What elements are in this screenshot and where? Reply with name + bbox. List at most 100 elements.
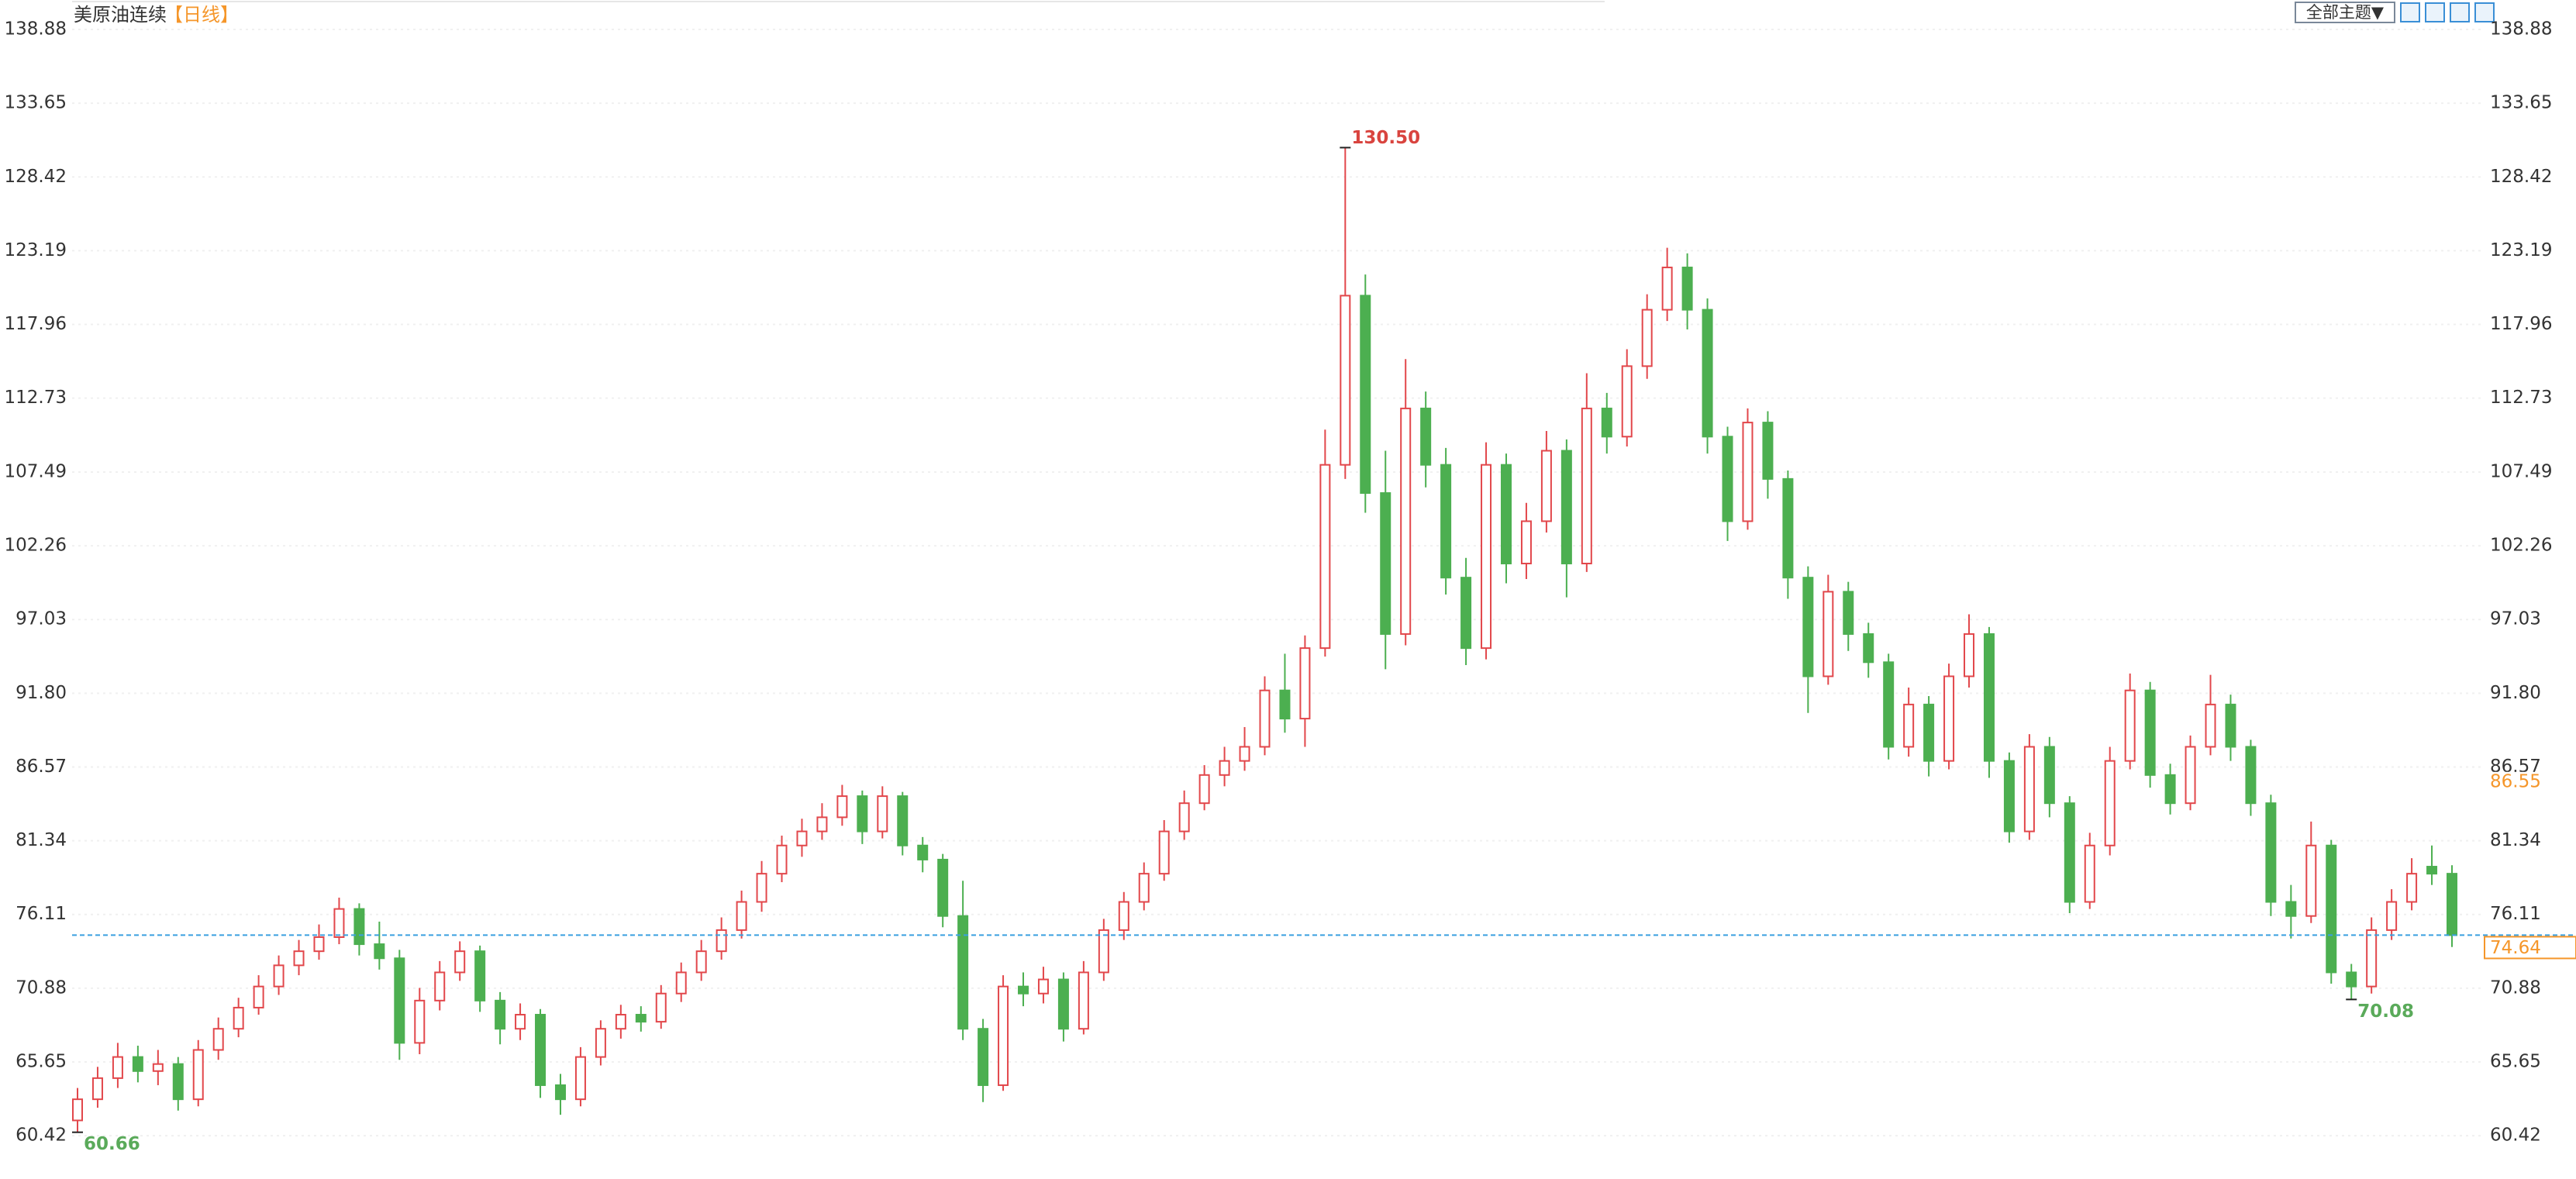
candle-body [2225, 703, 2236, 748]
candle-body [353, 908, 365, 946]
candle-body [1380, 492, 1391, 635]
theme-button[interactable] [2295, 2, 2395, 23]
y-tick-label: 123.19 [5, 240, 67, 260]
candle-body [1460, 577, 1472, 650]
candle-body [1037, 978, 1049, 995]
candle-body [1883, 661, 1895, 748]
toolbar[interactable]: 全部主题▼ [2295, 2, 2495, 23]
candle-body [1481, 464, 1492, 650]
y-tick-label-right: 112.73 [2490, 388, 2552, 408]
tool-icon[interactable] [2474, 2, 2495, 22]
tool-icon[interactable] [2400, 2, 2420, 22]
candle-body [1319, 464, 1331, 650]
reference-price-bg [2485, 771, 2570, 792]
candle-body [1903, 703, 1915, 748]
candle-body [313, 936, 325, 953]
y-tick-label-right: 65.65 [2490, 1051, 2541, 1071]
last-price-box [2484, 936, 2576, 960]
y-tick-label-right: 60.42 [2490, 1126, 2541, 1146]
y-tick-label-right: 70.88 [2490, 977, 2541, 998]
tool-icon[interactable] [2450, 2, 2470, 22]
candle-body [2305, 844, 2317, 917]
candle-body [816, 816, 828, 833]
candle-body [414, 999, 426, 1044]
candle-body [2043, 746, 2055, 805]
y-tick-label: 133.65 [5, 93, 67, 113]
y-tick-label: 102.26 [5, 536, 67, 556]
candle-body [2124, 689, 2136, 762]
y-tick-label: 138.88 [5, 19, 67, 40]
y-tick-label: 117.96 [5, 314, 67, 334]
candle-body [2285, 901, 2297, 917]
y-tick-label: 128.42 [5, 167, 67, 187]
y-tick-label-right: 123.19 [2490, 240, 2552, 260]
candle-body [2265, 802, 2277, 903]
candle-body [1400, 407, 1412, 635]
candle-body [1500, 464, 1512, 564]
candle-body [515, 1014, 526, 1030]
candle-body [917, 844, 929, 860]
candle-body [253, 985, 264, 1008]
candle-body [1601, 407, 1612, 438]
candle-body [574, 1056, 586, 1101]
y-tick-label: 107.49 [5, 461, 67, 481]
y-tick-label-right: 81.34 [2490, 830, 2541, 850]
y-tick-label-right: 102.26 [2490, 536, 2552, 556]
candle-body [2447, 873, 2457, 936]
candle-body [333, 908, 345, 938]
candle-body [1520, 520, 1532, 564]
candle-body [535, 1014, 547, 1086]
candle-body [91, 1077, 103, 1101]
candle-body [293, 950, 305, 967]
candle-body [978, 1028, 989, 1086]
candle-body [796, 830, 808, 846]
candle-body [2104, 760, 2116, 846]
extreme-label: 70.08 [2357, 1001, 2414, 1022]
candle-body [635, 1014, 647, 1023]
y-tick-label: 91.80 [16, 683, 67, 703]
candle-body [1360, 295, 1371, 495]
candle-body [1299, 647, 1311, 720]
candle-body [1661, 267, 1673, 311]
candle-body [595, 1028, 606, 1058]
candle-body [1742, 422, 1754, 522]
candle-body [857, 795, 868, 833]
y-tick-label: 70.88 [16, 977, 67, 998]
candle-body [434, 971, 446, 1001]
y-tick-label: 65.65 [16, 1051, 67, 1071]
candle-body [192, 1049, 204, 1101]
y-tick-label-right: 117.96 [2490, 314, 2552, 334]
candle-body [1259, 689, 1271, 748]
candle-body [2185, 746, 2196, 805]
candle-body [1621, 365, 1633, 438]
tool-icon[interactable] [2425, 2, 2445, 22]
candle-body [1923, 703, 1935, 762]
candle-body [374, 943, 385, 960]
y-tick-label-right: 138.88 [2490, 19, 2552, 40]
candle-body [1983, 633, 1995, 762]
candle-body [495, 999, 506, 1030]
candle-body [1762, 422, 1774, 480]
candle-body [937, 858, 949, 917]
y-tick-label: 60.42 [16, 1126, 67, 1146]
candle-body [2144, 689, 2156, 776]
candle-body [998, 985, 1009, 1086]
candle-body [1863, 633, 1874, 664]
candle-body [394, 957, 405, 1044]
candle-body [2326, 844, 2337, 974]
candle-body [776, 844, 788, 875]
candle-body [615, 1014, 626, 1030]
candle-body [1823, 591, 1834, 677]
candle-body [72, 1098, 83, 1122]
candle-body [1782, 477, 1794, 579]
candle-body [1802, 577, 1814, 677]
candle-body [1098, 929, 1109, 974]
candle-body [2084, 844, 2095, 903]
theme-button-label[interactable]: 全部主题▼ [2306, 3, 2385, 22]
candle-body [1340, 295, 1351, 466]
candle-body [273, 964, 284, 988]
candle-body [1138, 873, 1150, 903]
candle-body [112, 1056, 123, 1079]
